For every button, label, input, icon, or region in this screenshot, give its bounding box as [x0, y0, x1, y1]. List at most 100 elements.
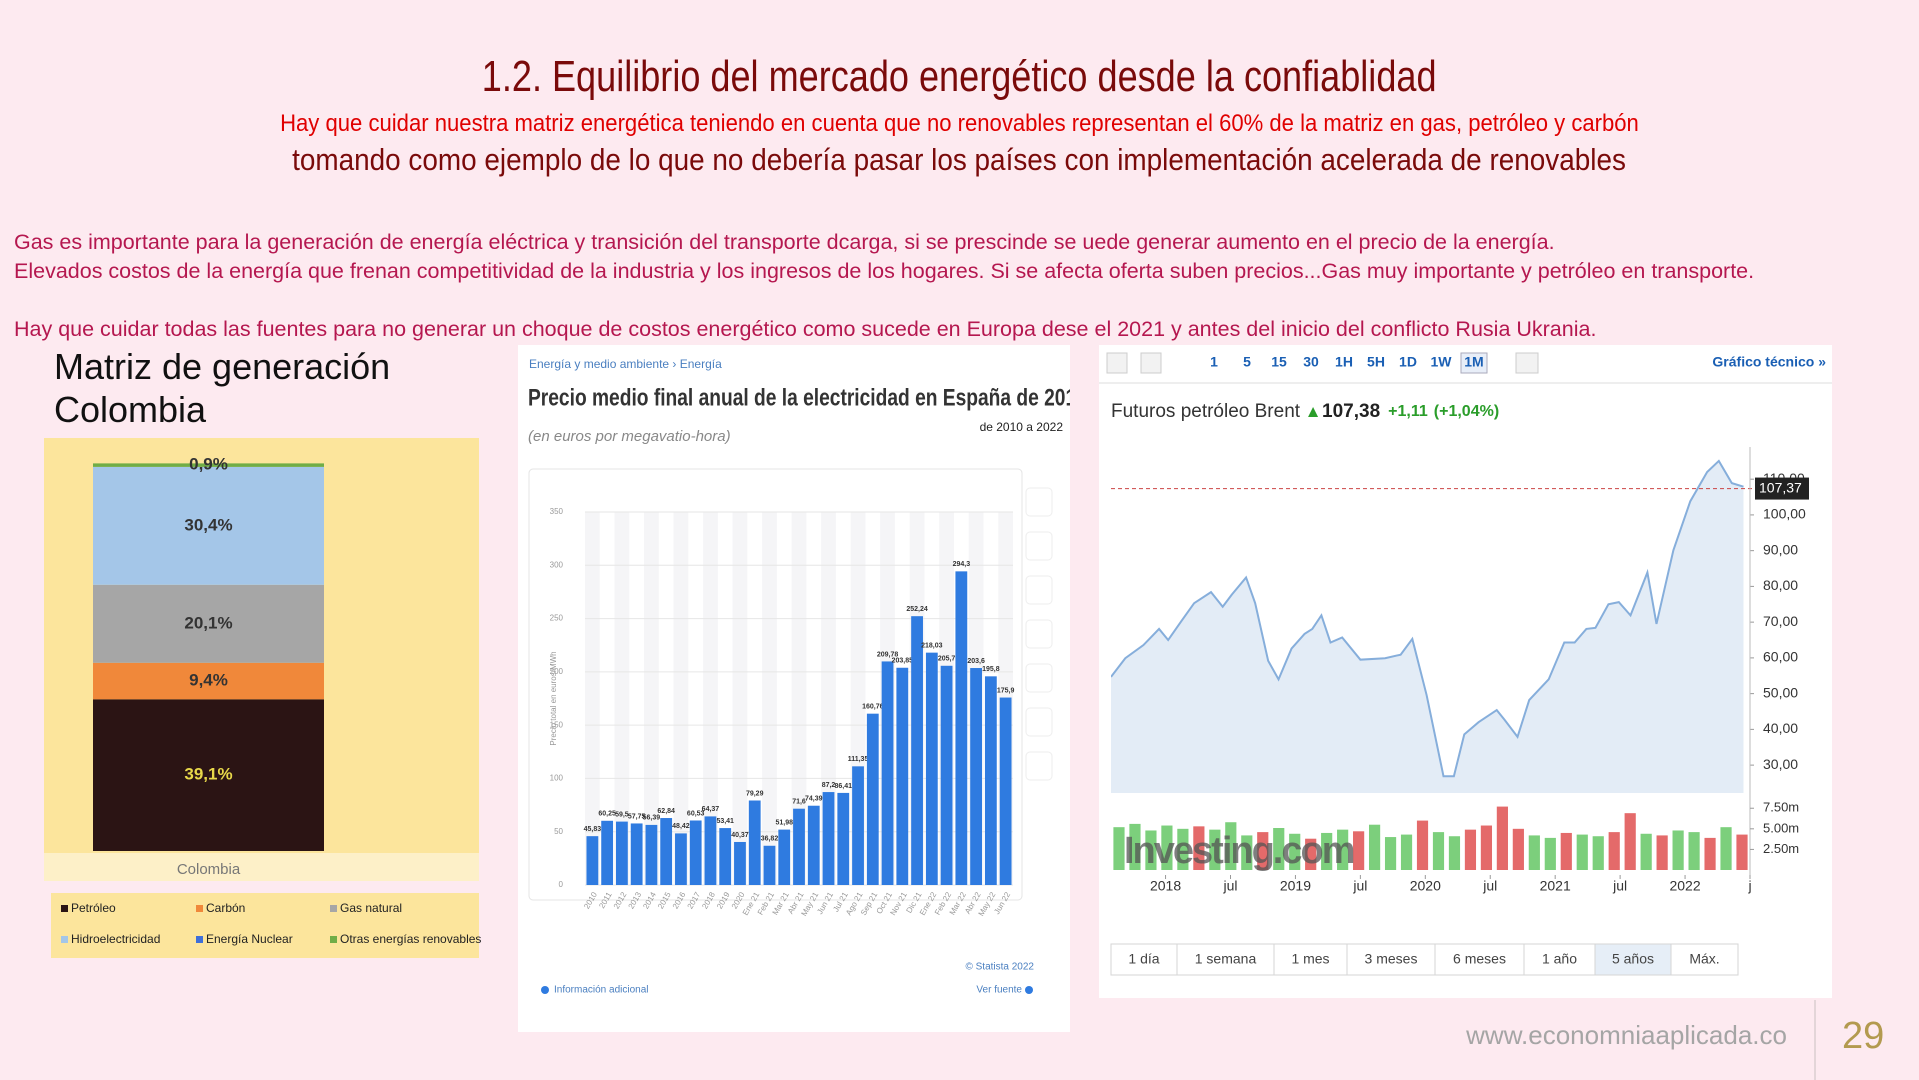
range-button[interactable]: [1523, 943, 1596, 976]
range-label[interactable]: 1 día: [1128, 951, 1159, 967]
bar: [866, 713, 879, 885]
price: 107,38: [1322, 401, 1380, 422]
toolbar-button[interactable]: 1W: [1431, 354, 1453, 370]
legend-swatch: [61, 936, 68, 943]
y-tick-label: 100: [550, 774, 564, 783]
paragraph: Gas es importante para la generación de …: [14, 230, 1555, 254]
data-label: 205,7: [938, 656, 956, 663]
range-button[interactable]: [1434, 943, 1525, 976]
change: +1,11: [1388, 403, 1428, 420]
slide-subtitle: tomando como ejemplo de lo que no deberí…: [0, 142, 1919, 178]
toolbar-button[interactable]: 1H: [1335, 354, 1353, 370]
range-label[interactable]: 5 años: [1612, 951, 1654, 967]
range-button[interactable]: [1594, 943, 1672, 976]
volume-bar: [1608, 832, 1620, 870]
legend-swatch: [330, 905, 337, 912]
data-label: 39,1%: [184, 765, 232, 784]
legend-swatch: [196, 936, 203, 943]
volume-bar: [1640, 833, 1652, 870]
toolbar-button[interactable]: 15: [1271, 354, 1287, 370]
data-label: 203,85: [892, 658, 914, 665]
volume-bar: [1241, 835, 1253, 870]
y-axis-label: Precio total en euros/MWh: [549, 651, 558, 745]
y-tick-label: 150: [550, 720, 564, 729]
data-label: 53,41: [716, 818, 734, 825]
bar: [837, 792, 850, 885]
volume-bar: [1464, 829, 1477, 870]
bar: [734, 841, 746, 885]
range-label[interactable]: 1 mes: [1291, 951, 1329, 967]
bar-segment: [93, 662, 324, 700]
y-tick-label: 200: [550, 667, 564, 676]
data-label: 62,84: [657, 808, 675, 815]
y-tick-label: 90,00: [1763, 541, 1798, 557]
chart-subtitle: (en euros por megavatio-hora): [528, 428, 731, 445]
data-label: 64,37: [702, 806, 720, 813]
range-button[interactable]: [1176, 943, 1275, 976]
data-label: 111,35: [848, 756, 869, 763]
last-price-box: [1755, 477, 1809, 500]
data-label: 40,37: [731, 832, 749, 839]
volume-bar: [1400, 834, 1413, 870]
legend-label: Otras energías renovables: [340, 932, 481, 946]
price-line: [1111, 459, 1744, 778]
volume-bar: [1321, 832, 1333, 870]
instrument-name: Futuros petróleo Brent: [1111, 401, 1301, 422]
range-button[interactable]: [1110, 943, 1178, 976]
side-icon: [1025, 487, 1053, 517]
volume-bar: [1161, 825, 1173, 870]
y-tick-label: 40,00: [1763, 720, 1798, 736]
technical-link[interactable]: Gráfico técnico »: [1712, 354, 1826, 370]
date-range: de 2010 a 2022: [980, 420, 1064, 434]
toolbar-button[interactable]: 5: [1243, 354, 1251, 370]
range-label[interactable]: 3 meses: [1365, 951, 1418, 967]
range-label[interactable]: 1 año: [1542, 951, 1577, 967]
toolbar-button[interactable]: 1M: [1464, 354, 1483, 370]
data-label: 86,41: [835, 783, 853, 790]
side-icon: [1025, 707, 1053, 737]
bar: [778, 829, 791, 885]
toolbar-button[interactable]: 1D: [1399, 354, 1417, 370]
range-button[interactable]: [1273, 943, 1348, 976]
range-label[interactable]: 1 semana: [1195, 951, 1257, 967]
paragraph: Hay que cuidar todas las fuentes para no…: [14, 317, 1597, 341]
range-button[interactable]: [1670, 943, 1739, 976]
source-dot: [1025, 986, 1033, 994]
volume-bar: [1720, 827, 1732, 870]
range-button[interactable]: [1346, 943, 1436, 976]
data-label: 0,9%: [189, 455, 228, 474]
x-tick-label: jul: [1352, 878, 1367, 894]
data-label: 252,24: [906, 606, 928, 613]
volume-bar: [1592, 836, 1604, 870]
data-label: 56,39: [643, 815, 661, 822]
toolbar-button[interactable]: 5H: [1367, 354, 1385, 370]
volume-bar: [1305, 838, 1317, 870]
data-label: 87,2: [822, 782, 836, 789]
slide-subtitle-text: tomando como ejemplo de lo que no deberí…: [292, 142, 1627, 177]
range-label[interactable]: 6 meses: [1453, 951, 1506, 967]
legend-swatch: [196, 905, 203, 912]
bar: [807, 805, 820, 885]
y-tick-label: 350: [550, 507, 564, 516]
side-icon: [1025, 663, 1053, 693]
toolbar-button[interactable]: 1: [1210, 354, 1218, 370]
range-label[interactable]: Máx.: [1689, 951, 1719, 967]
toolbar-button[interactable]: 30: [1303, 354, 1319, 370]
y-tick-label: 100,00: [1763, 506, 1806, 522]
legend-label: Energía Nuclear: [206, 932, 293, 946]
bar: [822, 792, 835, 885]
volume-bar: [1512, 828, 1524, 870]
legend-label: Gas natural: [340, 901, 402, 915]
column-stripe: [732, 512, 748, 885]
data-label: 30,4%: [184, 515, 232, 534]
bar: [911, 616, 923, 885]
volume-bar: [1225, 822, 1237, 870]
volume-bar: [1704, 837, 1716, 870]
volume-bar: [1528, 835, 1540, 870]
slide-title: 1.2. Equilibrio del mercado energético d…: [0, 52, 1919, 102]
column-stripe: [644, 512, 659, 885]
paragraph: Elevados costos de la energía que frenan…: [14, 259, 1755, 283]
data-label: 51,98: [775, 819, 793, 826]
legend-label: Hidroelectricidad: [71, 932, 160, 946]
bar: [586, 836, 599, 885]
